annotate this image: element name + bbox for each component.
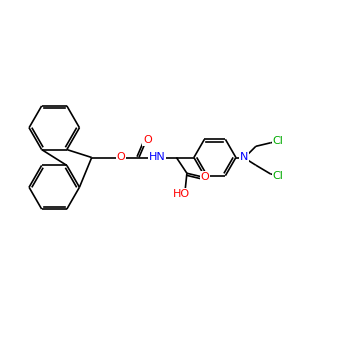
Text: HO: HO — [173, 189, 189, 198]
Text: Cl: Cl — [273, 136, 284, 146]
Text: O: O — [201, 172, 209, 182]
Text: O: O — [116, 153, 125, 162]
Text: Cl: Cl — [273, 171, 284, 181]
Text: HN: HN — [149, 153, 166, 162]
Text: N: N — [240, 153, 248, 162]
Text: O: O — [143, 135, 152, 145]
